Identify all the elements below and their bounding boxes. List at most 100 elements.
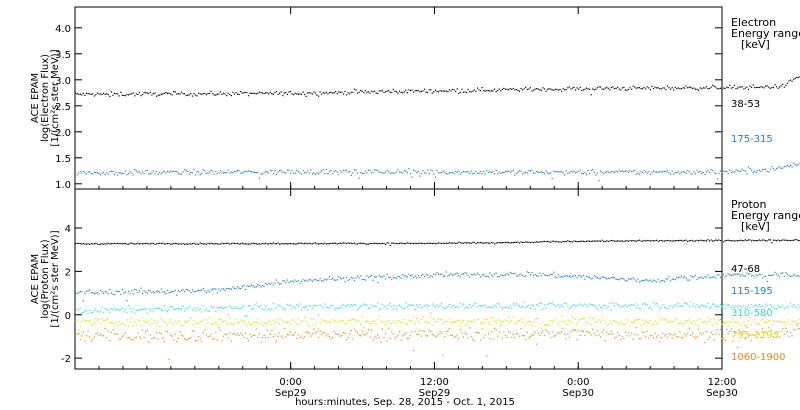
data-point	[107, 330, 109, 332]
data-point	[209, 310, 211, 312]
data-point	[685, 319, 687, 321]
data-point	[490, 274, 493, 276]
data-point	[293, 281, 295, 283]
data-point	[420, 242, 422, 244]
data-point	[769, 87, 771, 89]
data-point	[271, 282, 273, 284]
data-point	[448, 327, 450, 329]
data-point	[517, 171, 519, 173]
data-point	[342, 332, 345, 334]
data-point	[408, 304, 410, 306]
data-point	[603, 329, 605, 331]
data-point	[503, 320, 505, 322]
data-point	[237, 170, 239, 172]
data-point	[349, 319, 351, 321]
data-point	[529, 321, 531, 323]
data-point	[702, 277, 704, 279]
data-point	[523, 88, 525, 90]
data-point	[223, 288, 225, 290]
data-point	[149, 173, 151, 175]
data-point	[369, 169, 371, 171]
data-point	[559, 88, 561, 90]
data-point	[422, 306, 424, 308]
data-point	[327, 333, 329, 335]
data-point	[310, 243, 312, 245]
data-point	[423, 88, 426, 90]
data-point	[476, 172, 479, 175]
data-point	[701, 239, 703, 241]
data-point	[285, 281, 287, 284]
data-point	[590, 240, 592, 242]
data-point	[492, 90, 494, 92]
data-point	[779, 320, 781, 323]
data-point	[377, 170, 379, 172]
data-point	[179, 243, 181, 245]
data-point	[129, 242, 131, 244]
data-point	[747, 239, 750, 241]
data-point	[76, 242, 78, 244]
data-point	[451, 321, 454, 323]
data-point	[386, 308, 388, 310]
data-point	[342, 93, 345, 95]
data-point	[199, 174, 201, 176]
data-point	[327, 321, 329, 323]
data-point	[581, 276, 583, 278]
data-point	[606, 325, 608, 327]
data-point	[140, 338, 142, 340]
data-point	[779, 276, 781, 278]
data-point	[445, 306, 447, 309]
legend-title-line: Energy ranges	[731, 27, 800, 40]
data-point	[95, 94, 97, 96]
data-point	[397, 334, 399, 336]
data-point	[344, 323, 346, 325]
data-point	[182, 289, 184, 291]
data-point	[481, 305, 483, 307]
data-point	[364, 170, 366, 172]
data-point	[484, 275, 486, 277]
data-point	[780, 272, 782, 274]
data-point	[247, 95, 250, 97]
data-point	[719, 303, 721, 305]
data-point	[196, 290, 198, 292]
data-point	[385, 243, 387, 245]
data-point	[564, 275, 566, 277]
data-point	[184, 338, 186, 340]
data-point	[377, 302, 379, 304]
data-point	[458, 170, 460, 172]
data-point	[101, 318, 103, 320]
data-point	[785, 165, 787, 167]
data-point	[746, 324, 748, 326]
data-point	[540, 241, 542, 243]
data-point	[500, 242, 502, 244]
data-point	[174, 333, 176, 335]
data-point	[332, 173, 334, 175]
data-point	[557, 89, 560, 91]
data-point	[556, 240, 558, 242]
data-point	[539, 171, 541, 174]
data-point	[504, 274, 507, 276]
data-point	[626, 306, 628, 308]
data-point	[793, 274, 795, 276]
data-point	[562, 321, 564, 323]
data-point	[682, 305, 684, 307]
data-point	[374, 321, 376, 323]
data-point	[571, 316, 574, 318]
data-point	[526, 241, 528, 243]
data-point	[279, 170, 281, 172]
data-point	[536, 241, 538, 243]
data-point	[135, 243, 137, 245]
data-point	[89, 320, 91, 322]
data-point	[439, 273, 441, 275]
data-point	[598, 277, 600, 280]
data-point	[710, 306, 712, 308]
data-point	[512, 334, 514, 336]
data-point	[620, 170, 622, 173]
data-point	[419, 322, 421, 324]
data-point	[660, 171, 662, 173]
data-point	[601, 307, 603, 309]
data-point	[526, 331, 528, 333]
data-point	[656, 87, 658, 89]
data-point	[324, 92, 326, 94]
data-point	[755, 240, 757, 242]
data-point	[332, 319, 334, 321]
